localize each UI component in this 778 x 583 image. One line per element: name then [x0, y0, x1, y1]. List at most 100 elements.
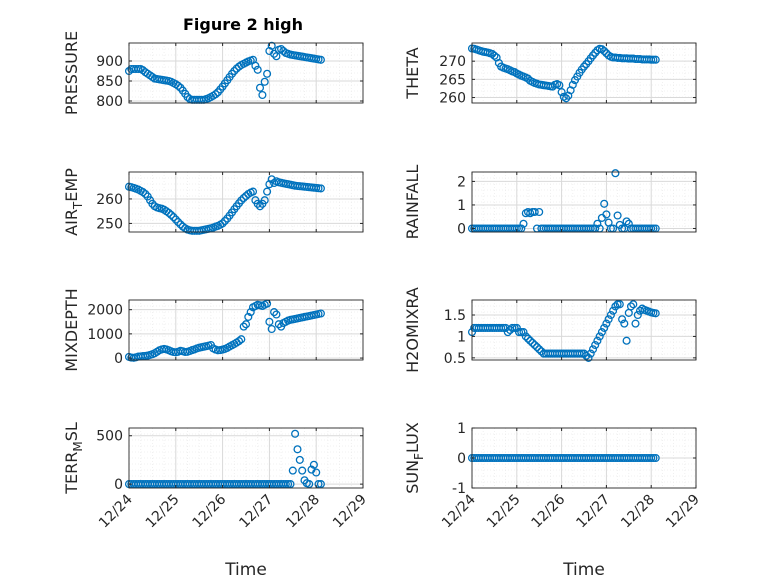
data-point [615, 300, 624, 309]
axes-box [471, 171, 697, 233]
y-tick-label: 0 [114, 477, 123, 493]
data-point [272, 310, 281, 319]
data-point [265, 180, 274, 189]
series-h2omixra [467, 300, 660, 362]
data-point [260, 196, 269, 205]
data-point [134, 64, 143, 74]
y-tick-label: 1000 [87, 327, 123, 343]
data-point [593, 219, 602, 228]
y-tick-label: 0 [457, 221, 466, 237]
data-point [600, 199, 609, 208]
x-axis-label: Time [562, 560, 605, 580]
data-point [237, 335, 246, 344]
data-point [611, 169, 620, 178]
data-point [316, 55, 325, 64]
x-tick-label: 12/27 [236, 492, 276, 532]
data-point [595, 332, 604, 341]
data-point [579, 62, 589, 71]
axes-box [128, 171, 364, 233]
data-point [629, 300, 638, 309]
y-axis-label: PRESSURE [62, 31, 81, 115]
data-point [555, 81, 564, 90]
y-tick-label: 2 [457, 174, 466, 190]
data-point [512, 323, 521, 332]
series-sun_flux [467, 453, 660, 463]
data-point [523, 334, 533, 343]
y-tick-label: 500 [96, 429, 123, 445]
data-point [295, 455, 304, 464]
data-point [651, 55, 660, 64]
data-point [316, 184, 325, 193]
data-point [174, 81, 183, 90]
x-tick-label: 12/26 [529, 491, 569, 531]
y-tick-label: 250 [96, 216, 123, 232]
data-point [604, 315, 613, 324]
y-axis-label: SUNFLUX [403, 422, 426, 494]
x-tick-label: 12/24 [439, 491, 479, 531]
data-point [613, 211, 622, 220]
data-point [597, 328, 606, 337]
data-point [263, 69, 272, 78]
data-point [176, 220, 185, 229]
data-point [519, 219, 528, 228]
data-point [244, 312, 253, 321]
x-tick-label: 12/28 [283, 492, 323, 532]
data-point [591, 48, 600, 57]
figure-title: Figure 2 high [183, 15, 303, 34]
data-point [611, 302, 620, 311]
data-point [267, 324, 276, 334]
data-point [535, 207, 544, 217]
data-point [503, 328, 512, 337]
data-point [649, 453, 658, 463]
y-axis-label: RAINFALL [403, 165, 422, 240]
data-point [568, 80, 577, 89]
subplot-rainfall: 0 1 2 RAINFALL [403, 165, 697, 240]
axes-box [471, 299, 697, 361]
x-tick-label: 12/29 [330, 492, 370, 532]
data-point [584, 353, 593, 362]
data-point [169, 213, 178, 222]
axes-box [128, 427, 364, 489]
data-point [281, 480, 290, 489]
data-point [586, 349, 595, 358]
subplot-theta: 260 265 270 THETA [403, 42, 697, 107]
data-point [597, 45, 606, 54]
subplot-sun_flux: -1 0 1 12/24 12/25 12/26 12/27 12/28 12/29 Time SU… [403, 421, 703, 580]
data-point [171, 215, 180, 224]
data-point [138, 188, 148, 197]
data-point [246, 308, 255, 317]
y-axis-label: TERRMSL [62, 422, 85, 495]
data-point [263, 187, 272, 196]
series-pressure [124, 41, 325, 104]
subplot-mixdepth: 0 1000 2000 MIXDEPTH [62, 288, 364, 372]
data-point [274, 320, 283, 329]
data-point [651, 453, 660, 463]
y-tick-label: 260 [439, 91, 466, 107]
data-point [248, 187, 258, 196]
data-point [588, 345, 598, 354]
data-point [255, 202, 265, 211]
y-tick-label: 800 [96, 94, 123, 110]
y-tick-label: 260 [96, 192, 123, 208]
series-mixdepth [124, 299, 325, 362]
data-point [490, 51, 499, 60]
data-point [218, 219, 227, 228]
data-point [591, 340, 600, 350]
subplot-pressure: 800 850 900 PRESSURE [62, 31, 364, 115]
y-tick-label: 850 [96, 74, 123, 90]
y-tick-label: 0 [114, 351, 123, 367]
series-air_temp [124, 175, 325, 235]
data-point [633, 310, 642, 320]
data-point [265, 317, 274, 326]
data-point [514, 328, 524, 337]
y-tick-label: -1 [452, 481, 466, 497]
data-point [600, 46, 609, 56]
y-tick-label: 1.5 [444, 308, 466, 324]
data-point [174, 217, 183, 227]
data-point [600, 323, 609, 332]
data-point [305, 480, 314, 489]
data-point [239, 322, 248, 331]
data-point [220, 216, 229, 226]
axes-box [471, 42, 697, 104]
y-tick-label: 0 [457, 451, 466, 467]
